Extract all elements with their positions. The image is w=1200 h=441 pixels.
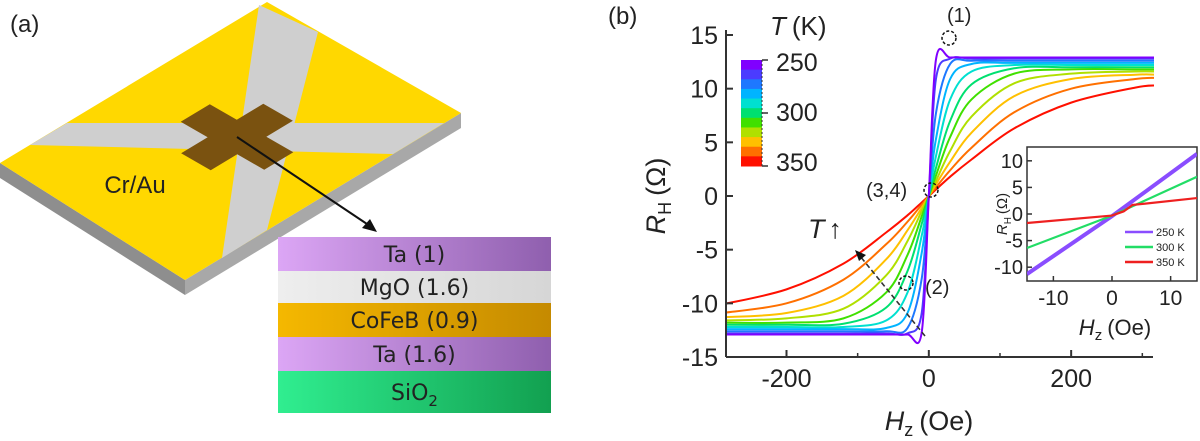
colorbar-tick-300: 300	[776, 99, 818, 127]
layer-2: CoFeB (0.9)	[278, 303, 551, 337]
plate-right-side	[185, 113, 461, 295]
layer-0: Ta (1)	[278, 237, 551, 271]
x-tick-label: 200	[1050, 365, 1092, 393]
main-curves	[726, 47, 1154, 345]
arrowhead-icon	[855, 250, 866, 261]
colorbar-tick-250: 250	[776, 49, 818, 77]
temperature-arrow-label: T ↑	[808, 214, 842, 244]
colorbar-title: T (K)	[770, 11, 827, 41]
curve-290K	[726, 63, 1154, 329]
legend-label: 250 K	[1156, 227, 1185, 239]
inset-y-tick-label: 0	[1012, 204, 1023, 226]
main-x-axis-label: Hz (Oe)	[885, 406, 974, 440]
marker-1	[941, 30, 957, 46]
colorbar-band-270	[741, 79, 762, 90]
legend-item-250K: 250 K	[1125, 227, 1185, 239]
inset-y-tick-label: 5	[1012, 177, 1023, 199]
panel-a-label: (a)	[10, 11, 39, 38]
legend-label: 300 K	[1156, 242, 1185, 254]
marker-2	[898, 275, 914, 291]
layer-name: MgO (1.6)	[360, 276, 469, 301]
layer-rect	[278, 271, 551, 303]
main-y-axis-label: RH(Ω)	[641, 158, 675, 235]
main-axes: -200 0 200 15 10 5 0 -5 -10 -15	[682, 22, 1153, 393]
layer-name: Ta (1.6)	[372, 343, 455, 368]
plate-left-side	[0, 163, 185, 295]
y-tick-label: -15	[682, 344, 718, 372]
inset-curve-350K	[1027, 196, 1197, 225]
inset-y-tick-label: -5	[1005, 231, 1023, 253]
panel-a: (a) Cr/Au Ta (1)MgO (1.6)CoFeB (0.9)Ta (…	[0, 2, 551, 413]
layer-subscript: 2	[428, 392, 438, 410]
inset-chart: -10 0 10 10 5 0 -5 -10 250 K 300 K 350 K RH(Ω) Hz…	[994, 146, 1198, 344]
layer-1: MgO (1.6)	[278, 271, 551, 303]
layer-stack: Ta (1) MgO (1.6) CoFeB (0.9) Ta (1.6) SiO2	[278, 237, 551, 413]
layer-label: Ta (1.6)	[372, 343, 455, 368]
layer-label: SiO2	[391, 381, 438, 410]
inset-legend: 250 K 300 K 350 K	[1125, 227, 1185, 269]
inset-x-tick-label: -10	[1038, 287, 1068, 310]
cr-au-label: Cr/Au	[104, 172, 165, 199]
colorbar-band-280	[741, 88, 762, 100]
legend-label: 350 K	[1156, 257, 1185, 269]
inset-x-tick-label: 10	[1159, 287, 1182, 310]
inset-y-tick-label: 10	[1001, 151, 1023, 173]
colorbar-band-330	[741, 137, 762, 148]
colorbar-band-260	[741, 69, 762, 80]
layer-rect	[278, 371, 551, 413]
colorbar	[741, 59, 768, 167]
y-tick-label: 10	[690, 76, 718, 104]
y-tick-label: -5	[696, 237, 718, 265]
layer-3: Ta (1.6)	[278, 337, 551, 371]
device-plate	[0, 2, 461, 295]
legend-item-300K: 300 K	[1125, 242, 1185, 254]
y-tick-label: 15	[690, 22, 718, 50]
inset-curves	[1027, 152, 1197, 276]
zoom-arrow	[236, 136, 377, 232]
layer-rect	[278, 237, 551, 271]
y-tick-label: 0	[704, 183, 718, 211]
x-tick-label: 0	[922, 365, 936, 393]
curve-280K	[726, 61, 1154, 331]
y-tick-label: -10	[682, 290, 718, 318]
panel-b-label: (b)	[608, 3, 637, 30]
annotation-2: (2)	[925, 277, 949, 299]
layer-rect	[278, 337, 551, 371]
curve-250K	[726, 47, 1154, 345]
annotations: (1) (3,4) (2) T ↑	[808, 5, 971, 337]
colorbar-band-290	[741, 98, 762, 109]
colorbar-band-250	[741, 60, 762, 71]
x-tick-label: -200	[761, 365, 811, 393]
legend-item-350K: 350 K	[1125, 257, 1185, 269]
layer-label: Ta (1)	[383, 243, 445, 268]
colorbar-band-320	[741, 127, 762, 138]
colorbar-band-300	[741, 108, 762, 119]
annotation-1: (1)	[947, 5, 971, 27]
colorbar-band-310	[741, 117, 762, 128]
colorbar-band-350	[741, 156, 762, 167]
temperature-trend-arrow	[859, 255, 926, 337]
layer-name: SiO	[391, 381, 428, 406]
y-tick-label: 5	[704, 129, 718, 157]
layer-label: MgO (1.6)	[360, 276, 469, 301]
layer-name: Ta (1)	[383, 243, 445, 268]
inset-y-axis-label: RH(Ω)	[994, 193, 1014, 235]
inset-y-tick-label: -10	[994, 257, 1023, 279]
inset-x-tick-label: 0	[1106, 287, 1118, 310]
colorbar-band-340	[741, 146, 762, 157]
inset-x-axis-label: Hz (Oe)	[1079, 315, 1151, 344]
layer-label: CoFeB (0.9)	[350, 309, 478, 334]
annotation-3-4: (3,4)	[866, 180, 907, 202]
layer-rect	[278, 303, 551, 337]
colorbar-tick-350: 350	[776, 149, 818, 177]
inset-axes: -10 0 10 10 5 0 -5 -10	[994, 151, 1182, 310]
layer-4: SiO2	[278, 371, 551, 413]
layer-name: CoFeB (0.9)	[350, 309, 478, 334]
marker-3-4	[923, 182, 939, 198]
